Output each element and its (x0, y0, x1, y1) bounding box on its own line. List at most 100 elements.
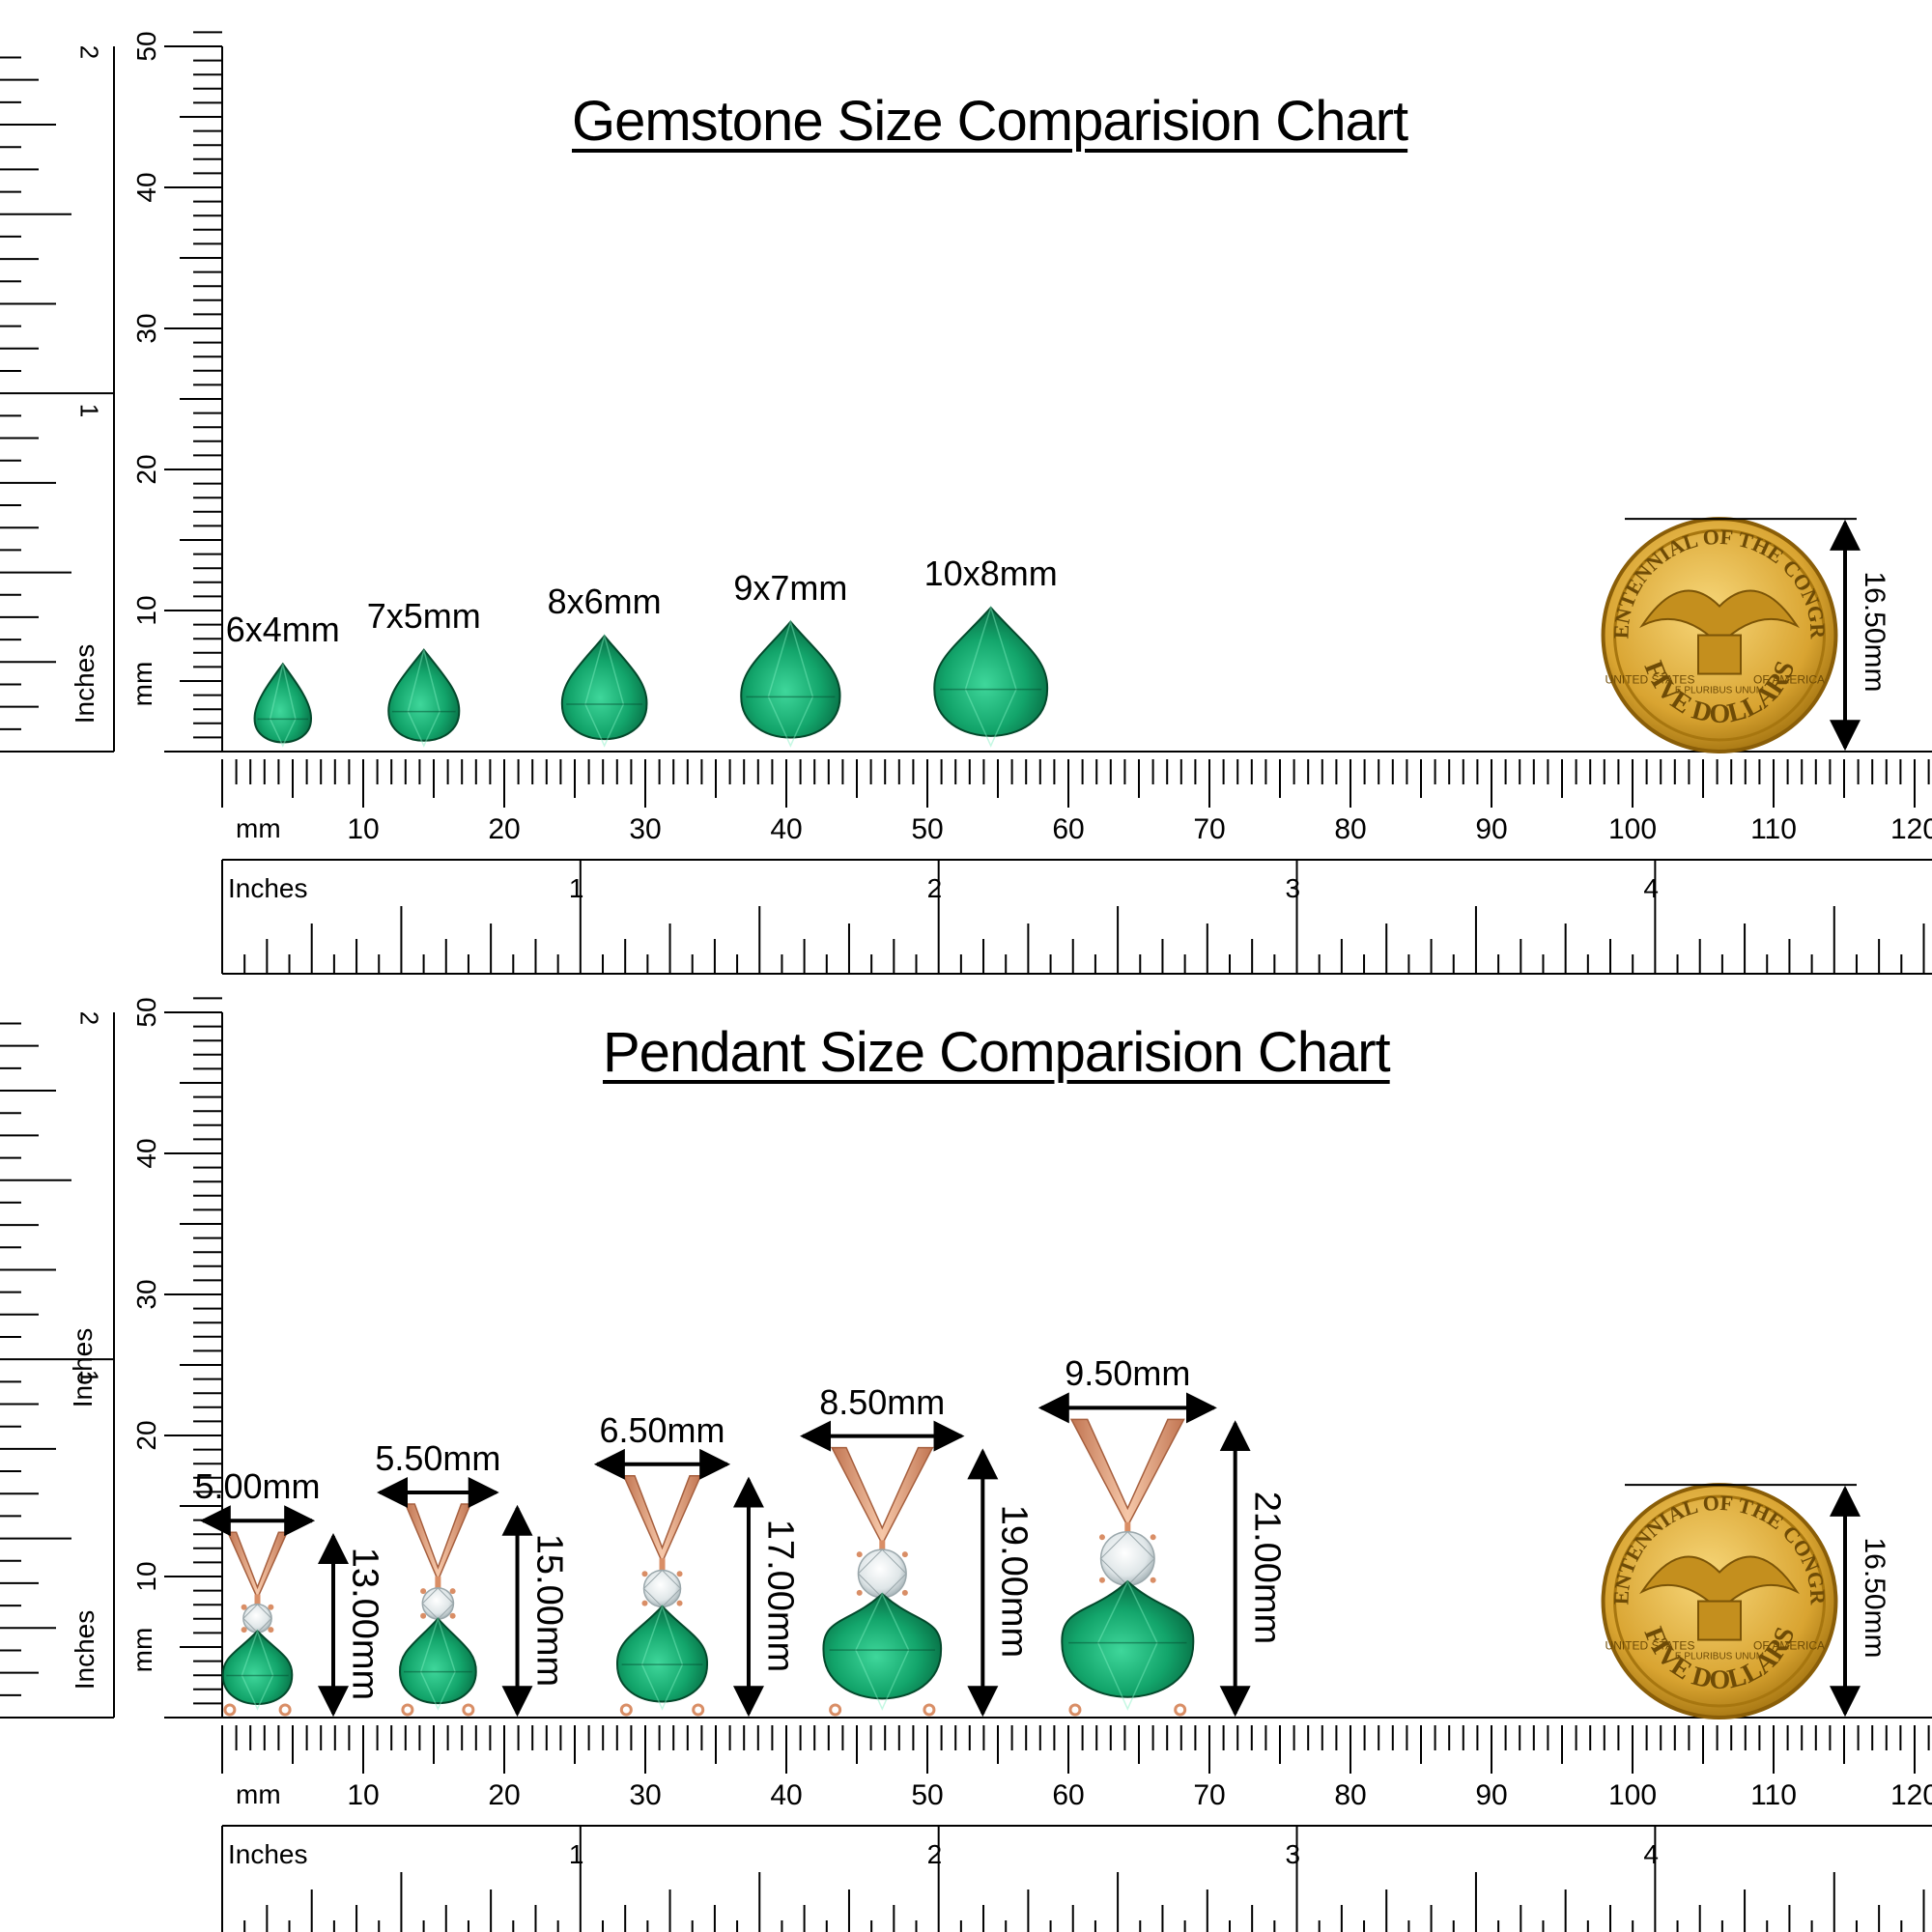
gem-vmm-unit-label: mm (128, 661, 157, 707)
pendant-diamond-facets (857, 1548, 907, 1599)
gem-vmm-tick-label: 30 (131, 313, 161, 344)
gem-vmm-tick-label: 40 (131, 172, 161, 203)
gem-mm-tick-label: 10 (347, 813, 380, 845)
pendant-mm-unit-label: mm (236, 1779, 281, 1809)
pendant-inch-unit-label: Inches (228, 1839, 308, 1869)
pendant-coin-building (1697, 1600, 1742, 1641)
pendant-mm-tick-label: 40 (770, 1779, 803, 1811)
pendant-4 (822, 1446, 943, 1717)
pendant-width-label: 9.50mm (1065, 1353, 1191, 1394)
pendant-diamond (242, 1604, 272, 1634)
gemstone-5 (933, 605, 1049, 748)
pendant-diamond-facets (642, 1569, 682, 1608)
pendant-prong (901, 1589, 908, 1596)
pendant-base-prong (278, 1703, 292, 1717)
pendant-vmm-tick-label: 20 (131, 1420, 161, 1451)
gem-vin-tick-label: 2 (74, 45, 104, 60)
pendant-width-label: 6.50mm (599, 1409, 725, 1450)
pendant-mm-tick-label: 90 (1475, 1779, 1508, 1811)
gem-coin-motto: E PLURIBUS UNUM (1675, 686, 1764, 696)
gemstone-3-facets (584, 633, 625, 748)
pendant-gem-body (399, 1617, 477, 1704)
pendant-rulers (0, 997, 1932, 1932)
gemstone-size-label: 6x4mm (225, 610, 340, 650)
pendant-base-prong (462, 1703, 475, 1717)
gemstone-chart-title: Gemstone Size Comparision Chart (572, 90, 1408, 153)
gemstone-1-body (253, 662, 312, 744)
gemstone-2-facets (407, 649, 440, 748)
pendant-5 (1061, 1418, 1195, 1717)
pendant-mm-tick-label: 120 (1889, 1779, 1932, 1811)
pendant-vmm-tick-label: 40 (131, 1138, 161, 1169)
pendant-prong (241, 1627, 247, 1634)
pendant-base-prong (923, 1703, 936, 1717)
pendant-prong (676, 1571, 683, 1577)
pendant-gem-body (221, 1630, 294, 1705)
gem-coin-size-label: 16.50mm (1859, 571, 1890, 693)
gemstone-3 (560, 633, 648, 748)
pendant-prong (420, 1588, 427, 1595)
pendant-coin-top-textpath: BICENTENNIAL OF THE CONGRESS (0, 0, 1831, 1606)
pendant-base-prong (1068, 1703, 1082, 1717)
pendant-prong (449, 1612, 456, 1619)
pendant-bail (404, 1503, 472, 1582)
pendant-diamond (642, 1569, 682, 1608)
pendant-gem-body (616, 1605, 709, 1703)
pendant-prong (856, 1551, 863, 1558)
pendant-prong (268, 1627, 274, 1634)
pendant-gem-facets (241, 1629, 274, 1711)
gem-coin-eagle (1639, 589, 1800, 646)
gemstone-1 (253, 662, 312, 748)
gem-mm-tick-label: 40 (770, 813, 803, 845)
pendant-bail (622, 1475, 702, 1564)
gemstone-2-body (387, 648, 461, 742)
pendant-inch-tick-label: 4 (1643, 1839, 1659, 1869)
pendant-prong (856, 1589, 863, 1596)
pendant-width-label: 8.50mm (819, 1381, 946, 1422)
pendant-vmm-unit-label: mm (128, 1627, 157, 1673)
pendant-prong (641, 1571, 648, 1577)
gem-vmm-tick-label: 20 (131, 454, 161, 485)
pendant-width-label: 5.00mm (194, 1466, 321, 1507)
gem-vmm-tick-label: 50 (131, 31, 161, 62)
gem-inch-tick-label: 1 (568, 873, 584, 903)
gem-inch-unit-label: Inches (228, 873, 308, 903)
pendant-prong (901, 1551, 908, 1558)
pendant-mm-tick-label: 100 (1607, 1779, 1658, 1811)
pendant-gem-facets (419, 1616, 456, 1711)
gemstone-3-body (560, 634, 648, 741)
pendant-height-label: 19.00mm (993, 1505, 1035, 1659)
pendant-inch-tick-label: 1 (568, 1839, 584, 1869)
gem-coin-right-text: OF AMERICA (1753, 673, 1825, 687)
gem-mm-tick-label: 60 (1052, 813, 1085, 845)
gemstone-size-label: 8x6mm (547, 582, 662, 622)
pendant-mm-tick-label: 80 (1334, 1779, 1367, 1811)
pendant-gem-facets (640, 1604, 684, 1711)
pendant-height-label: 21.00mm (1246, 1491, 1288, 1644)
gem-mm-tick-label: 50 (911, 813, 944, 845)
gemstone-size-label: 7x5mm (366, 595, 481, 636)
gemstone-5-facets (964, 605, 1017, 748)
pendant-prong (420, 1612, 427, 1619)
pendant-vmm-tick-label: 10 (131, 1561, 161, 1592)
pendant-coin-top-text: BICENTENNIAL OF THE CONGRESS (0, 0, 1831, 1606)
pendant-diamond (421, 1587, 455, 1620)
pendant-coin-size-label: 16.50mm (1859, 1537, 1890, 1659)
pendant-diamond (857, 1548, 907, 1599)
gem-mm-tick-label: 120 (1889, 813, 1932, 845)
pendant-gem-body (1061, 1579, 1195, 1698)
pendant-diamond-facets (242, 1604, 272, 1634)
pendant-prong (241, 1604, 247, 1610)
pendant-gem-facets (855, 1592, 910, 1711)
pendant-coin-right-text: OF AMERICA (1753, 1639, 1825, 1653)
pendant-vin-unit-label-mid: Inches (68, 1327, 98, 1408)
gem-inch-tick-label: 2 (926, 873, 943, 903)
gem-rulers (0, 31, 1932, 975)
pendant-2 (399, 1503, 477, 1717)
pendant-connector (879, 1540, 886, 1557)
gemstone-4-facets (767, 618, 814, 748)
pendant-vmm-tick-label: 30 (131, 1279, 161, 1310)
gem-coin-rim (1613, 528, 1826, 742)
